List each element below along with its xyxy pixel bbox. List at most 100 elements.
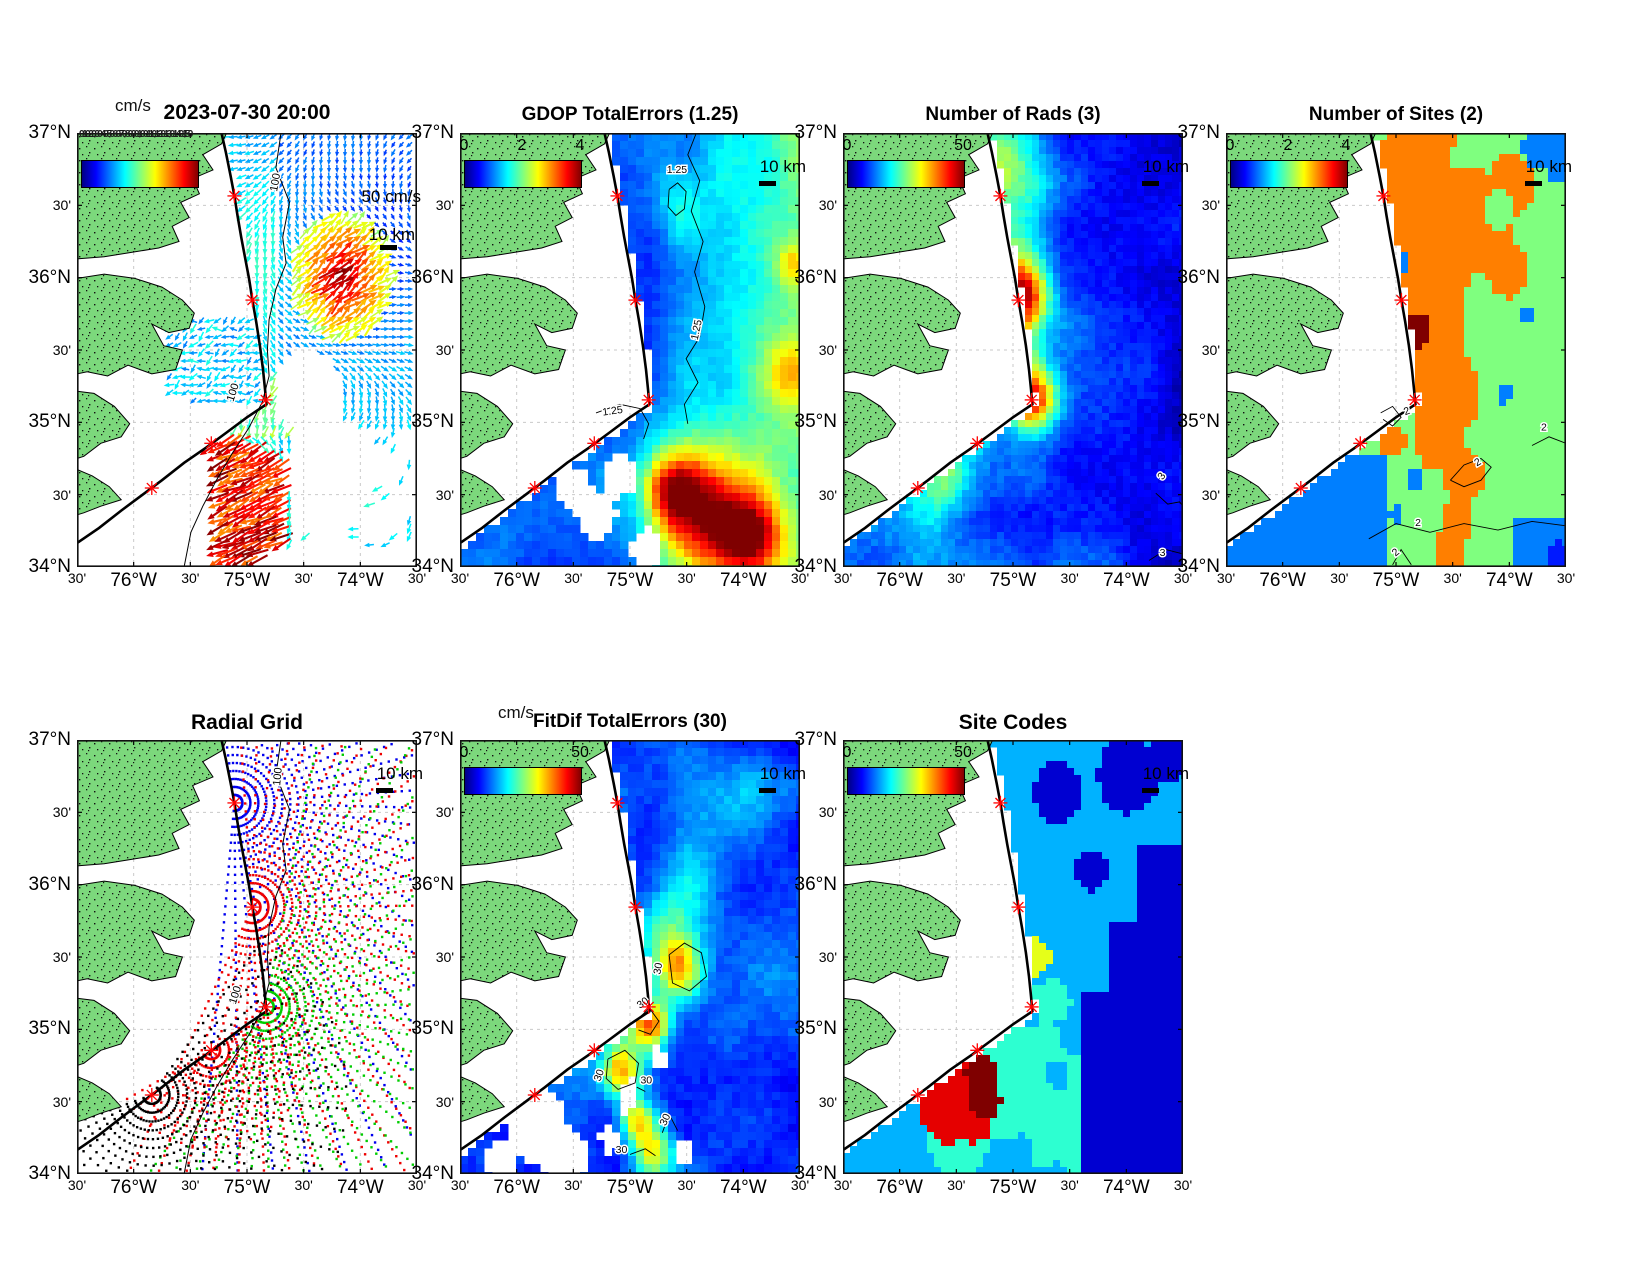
colorbar — [847, 160, 965, 188]
panel-title: Number of Rads (3) — [925, 104, 1101, 125]
lon-tick-label: 74°W — [1102, 1177, 1150, 1198]
scale-bar — [380, 245, 397, 250]
contour-label: 2 — [1541, 421, 1547, 433]
lon-tick-label: 30' — [450, 1177, 470, 1193]
colorbar-tick-label: 0 — [842, 137, 852, 154]
lon-tick-label: 30' — [294, 1177, 313, 1193]
contour-label: 2 — [1415, 517, 1421, 529]
contour-line — [668, 942, 707, 992]
lon-tick-label: 75°W — [606, 1177, 654, 1198]
panel-title: FitDif TotalErrors (30) — [533, 711, 727, 732]
radar-site-marker — [258, 392, 273, 407]
map-frame — [843, 740, 1183, 1174]
radar-site-marker — [628, 293, 643, 308]
depth-contour-100m — [183, 740, 291, 1174]
lon-tick-label: 30' — [833, 1177, 853, 1193]
lat-tick-label: 30' — [818, 197, 837, 214]
lat-tick-label: 36°N — [1177, 266, 1220, 288]
scale-bar-label: 10 km — [1525, 157, 1572, 176]
map-area-fitdif: 30 30 30 30 30 30 0 50 10 km — [460, 740, 806, 1174]
lon-tick-label: 74°W — [336, 1177, 384, 1198]
lat-tick-label: 35°N — [411, 1018, 454, 1040]
lon-tick-label: 30' — [947, 1177, 966, 1193]
lon-tick-label: 76°W — [1259, 570, 1306, 591]
radar-site-marker — [1011, 293, 1026, 308]
lat-tick-label: 34°N — [28, 556, 71, 577]
scale-bar-label: 10 km — [1142, 157, 1189, 176]
lon-tick-label: 76°W — [876, 570, 923, 591]
contour-label: 30 — [640, 1075, 652, 1087]
lon-tick-label: 30' — [407, 570, 427, 586]
lon-tick-label: 30' — [67, 1177, 87, 1193]
contour-label: 30 — [651, 962, 665, 976]
lon-tick-label: 74°W — [336, 570, 384, 591]
lon-tick-label: 30' — [677, 570, 696, 586]
lat-tick-label: 35°N — [28, 411, 71, 433]
colorbar-tick-labels-overlapping: 0 10 20 30 40 50 60 70 80 90 100 110 120… — [79, 129, 193, 140]
lon-tick-label: 76°W — [493, 570, 540, 591]
lat-tick-label: 30' — [1201, 486, 1220, 503]
lon-tick-label: 30' — [407, 1177, 427, 1193]
lon-tick-label: 74°W — [1102, 570, 1150, 591]
radar-site-marker — [258, 999, 273, 1014]
scale-bar-label: 10 km — [1142, 764, 1189, 783]
colorbar — [1230, 160, 1348, 188]
radar-site-marker — [993, 188, 1008, 203]
radar-site-marker — [245, 293, 260, 308]
lat-tick-label: 30' — [52, 197, 71, 214]
lon-tick-label: 30' — [564, 570, 583, 586]
contour-line — [1368, 520, 1566, 540]
radar-site-marker — [1024, 392, 1039, 407]
lat-tick-label: 34°N — [794, 1163, 837, 1184]
basemap-layer: 33 — [843, 133, 1183, 567]
radar-site-marker — [970, 1043, 985, 1058]
colorbar — [81, 160, 199, 188]
radar-site-marker — [527, 1088, 542, 1103]
lat-tick-label: 34°N — [794, 556, 837, 577]
radar-site-marker — [1024, 999, 1039, 1014]
colorbar — [847, 767, 965, 795]
radar-site-marker — [628, 900, 643, 915]
depth-contour-label: 100 — [227, 985, 244, 1006]
depth-contour-label: 100 — [225, 382, 242, 403]
lon-tick-label: 30' — [947, 570, 966, 586]
colorbar-tick-label: 4 — [1341, 137, 1351, 154]
scale-bar-label: 10 km — [759, 157, 806, 176]
radar-site-marker — [204, 1043, 219, 1058]
lat-tick-label: 35°N — [794, 411, 837, 433]
contour-label: 3 — [1155, 470, 1168, 482]
lon-tick-label: 30' — [564, 1177, 583, 1193]
scale-bar — [1525, 181, 1542, 186]
lon-tick-label: 74°W — [719, 570, 767, 591]
radar-site-marker — [1407, 392, 1422, 407]
contour-label: 30 — [657, 1112, 673, 1128]
lat-tick-label: 37°N — [411, 122, 454, 143]
contour-line — [1155, 492, 1183, 507]
lat-tick-label: 35°N — [794, 1018, 837, 1040]
scale-bar — [759, 788, 776, 793]
contour-line — [1531, 436, 1566, 446]
lon-tick-label: 75°W — [223, 1177, 271, 1198]
lon-tick-label: 75°W — [989, 570, 1037, 591]
panel-title: GDOP TotalErrors (1.25) — [521, 104, 739, 125]
contour-label: 30 — [592, 1068, 607, 1083]
radar-site-marker — [1394, 293, 1409, 308]
contour-label: 3 — [1160, 547, 1166, 559]
contour-line — [595, 403, 650, 440]
colorbar-units-label: cm/s — [115, 96, 151, 115]
radar-site-marker — [610, 795, 625, 810]
colorbar-tick-label: 0 — [459, 744, 469, 761]
lon-tick-label: 30' — [67, 570, 87, 586]
map-frame — [843, 133, 1183, 567]
radar-site-marker — [641, 392, 656, 407]
radar-site-marker — [204, 436, 219, 451]
lon-tick-label: 75°W — [989, 1177, 1037, 1198]
radar-site-marker — [1376, 188, 1391, 203]
lon-tick-label: 30' — [1060, 1177, 1079, 1193]
colorbar-tick-label: 50 — [571, 744, 589, 761]
contour-line — [636, 1007, 660, 1035]
lat-tick-label: 36°N — [794, 873, 837, 895]
lon-tick-label: 30' — [790, 1177, 810, 1193]
